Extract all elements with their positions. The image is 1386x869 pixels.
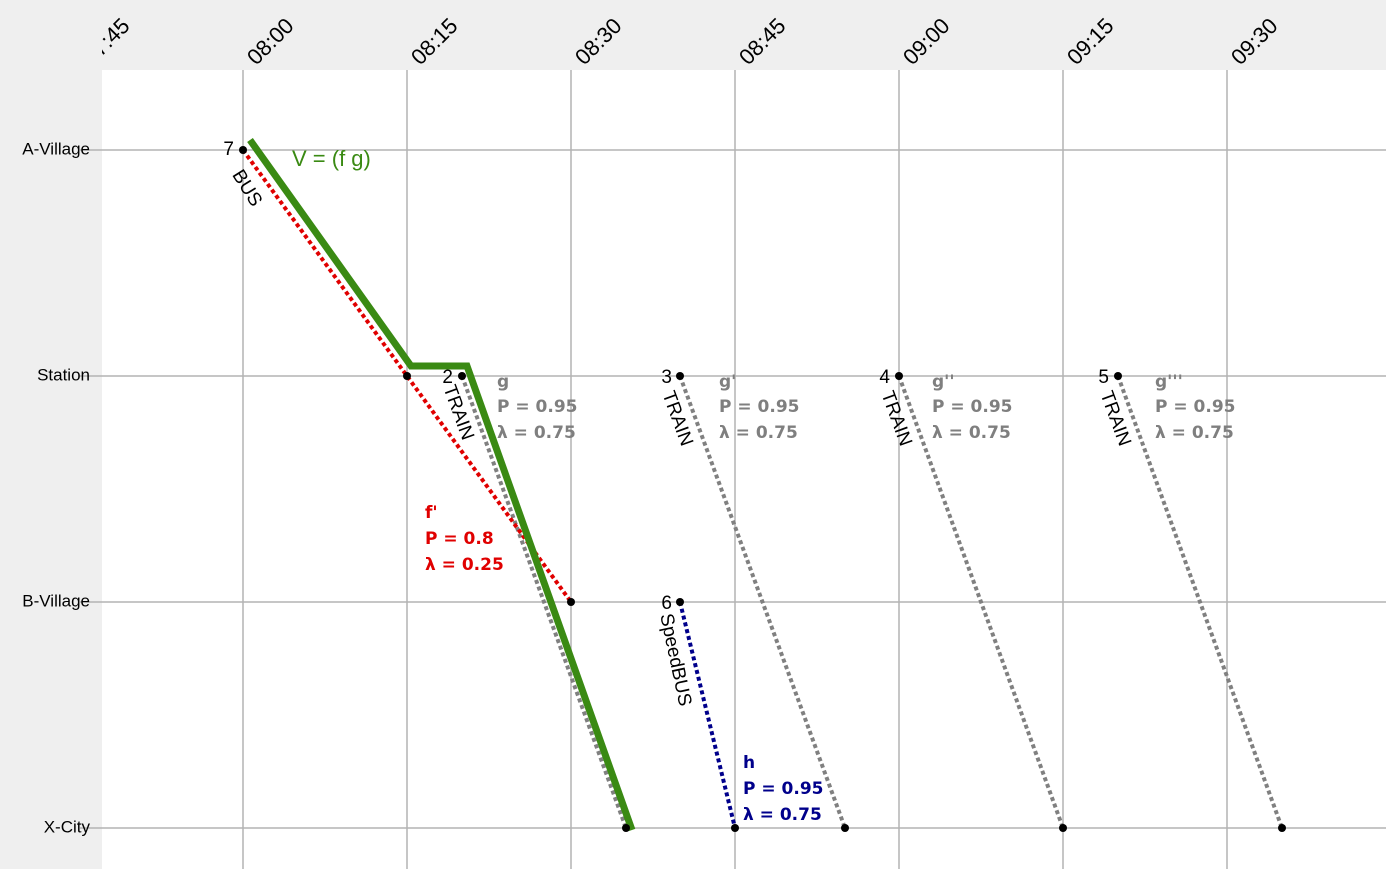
- path-v: [247, 137, 636, 832]
- annotation-p: P = 0.95: [743, 779, 823, 799]
- trip-id: 5: [1098, 367, 1109, 388]
- trip-line: [897, 375, 1065, 829]
- annotation: h P = 0.95 λ = 0.75: [743, 753, 823, 825]
- annotation-p: P = 0.95: [1155, 397, 1235, 417]
- trip-line: [1116, 375, 1284, 829]
- annotation-lambda: λ = 0.25: [425, 555, 504, 575]
- grid: [80, 70, 1386, 869]
- annotation-name: g': [719, 372, 736, 392]
- annotation: g P = 0.95 λ = 0.75 g' P = 0.95 λ = 0.75…: [497, 372, 1235, 443]
- trip-line: [460, 375, 628, 829]
- annotation-lambda: λ = 0.75: [719, 423, 798, 443]
- stops: [239, 146, 1286, 832]
- annotation-p: P = 0.95: [497, 397, 577, 417]
- station-label: A-Village: [22, 139, 90, 158]
- annotation-lambda: λ = 0.75: [1155, 423, 1234, 443]
- trip-mode: SpeedBUS: [655, 612, 695, 708]
- trip-mode: TRAIN: [658, 388, 697, 449]
- trip-line: [241, 148, 573, 604]
- trip-mode: TRAIN: [877, 388, 916, 449]
- station-column: [0, 70, 102, 869]
- trip-mode: TRAIN: [439, 382, 478, 443]
- station-label: B-Village: [22, 591, 90, 610]
- annotation-name: g'': [932, 372, 955, 392]
- path-label: V = (f g): [292, 146, 371, 171]
- annotation-lambda: λ = 0.75: [932, 423, 1011, 443]
- station-label: Station: [37, 365, 90, 384]
- annotation: f' P = 0.8 λ = 0.25: [425, 503, 504, 575]
- trip-mode: TRAIN: [1096, 388, 1135, 449]
- trip-line: [678, 601, 737, 829]
- trip-id: 2: [442, 367, 453, 388]
- trip-id: 3: [661, 367, 672, 388]
- annotation-name: g''': [1155, 372, 1183, 392]
- annotation-p: P = 0.95: [719, 397, 799, 417]
- trips: [241, 148, 1284, 829]
- annotation-p: P = 0.95: [932, 397, 1012, 417]
- trip-line: [678, 375, 847, 829]
- annotation-p: P = 0.8: [425, 529, 494, 549]
- time-header: [0, 0, 1386, 70]
- annotation-name: g: [497, 372, 509, 392]
- trip-id: 6: [661, 593, 672, 614]
- annotation-lambda: λ = 0.75: [743, 805, 822, 825]
- annotation-name: f': [425, 503, 438, 523]
- station-label: X-City: [44, 817, 91, 836]
- trip-id: 4: [879, 367, 890, 388]
- trip-id: 7: [223, 139, 234, 160]
- annotation-name: h: [743, 753, 755, 773]
- annotation-lambda: λ = 0.75: [497, 423, 576, 443]
